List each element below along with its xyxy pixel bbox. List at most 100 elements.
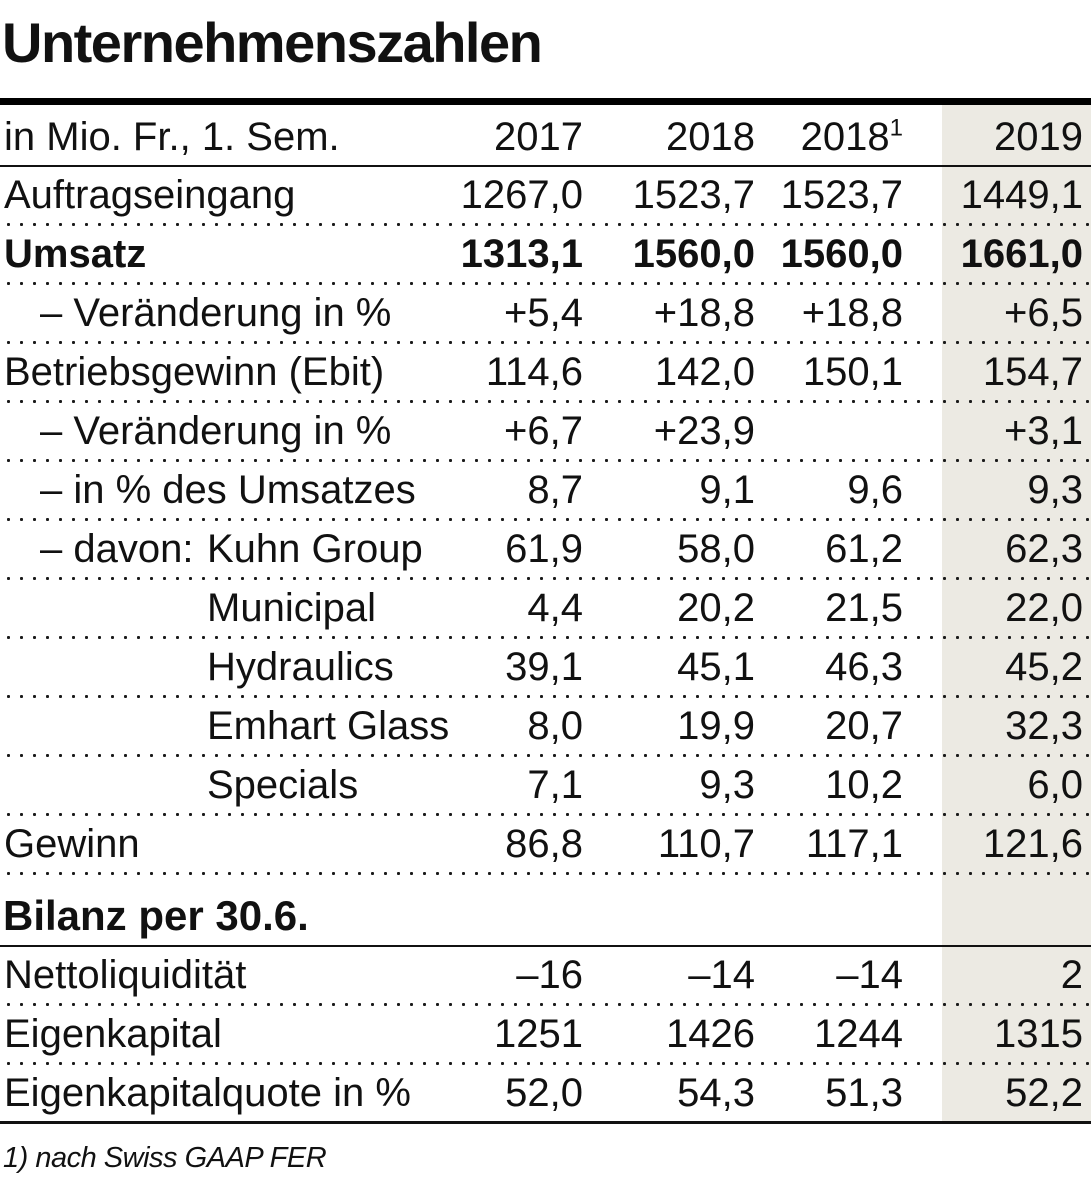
cell-value: +3,1 <box>1004 409 1083 453</box>
footnote-superscript: 1 <box>889 114 903 142</box>
table-row-veraenderung-ebit: – Veränderung in % +6,7 +23,9 +3,1 <box>0 403 1091 459</box>
cell-value: 32,3 <box>1005 704 1083 748</box>
dotted-separator <box>0 577 1091 580</box>
cell-value: 51,3 <box>825 1071 903 1115</box>
column-header-2017: 2017 <box>494 115 583 159</box>
cell-value: 22,0 <box>1005 586 1083 630</box>
cell-value: –14 <box>836 953 903 997</box>
cell-value: –16 <box>516 953 583 997</box>
cell-value: 1560,0 <box>780 232 903 276</box>
cell-value: 7,1 <box>527 763 583 807</box>
footnote: 1) nach Swiss GAAP FER <box>3 1142 327 1174</box>
cell-value: 21,5 <box>825 586 903 630</box>
dotted-separator <box>0 813 1091 816</box>
row-label: Emhart Glass <box>207 704 450 748</box>
cell-value: 1313,1 <box>460 232 583 276</box>
dotted-separator <box>0 459 1091 462</box>
cell-value: 61,9 <box>505 527 583 571</box>
cell-value: 154,7 <box>982 350 1083 394</box>
cell-value: 52,0 <box>505 1071 583 1115</box>
table-row-veraenderung-umsatz: – Veränderung in % +5,4 +18,8 +18,8 +6,5 <box>0 285 1091 341</box>
table-row-emhart-glass: Emhart Glass 8,0 19,9 20,7 32,3 <box>0 698 1091 754</box>
cell-value: 117,1 <box>805 822 903 866</box>
cell-value: 1523,7 <box>780 173 903 217</box>
row-label: Umsatz <box>4 232 147 276</box>
table-row-nettoliquiditaet: Nettoliquidität –16 –14 –14 2 <box>0 947 1091 1003</box>
cell-value: 114,6 <box>485 350 583 394</box>
dotted-separator <box>0 518 1091 521</box>
cell-value: 150,1 <box>802 350 903 394</box>
dotted-separator <box>0 636 1091 639</box>
cell-value: +6,5 <box>1004 291 1083 335</box>
cell-value: +18,8 <box>653 291 755 335</box>
cell-value: 1251 <box>494 1012 583 1056</box>
row-label: Betriebsgewinn (Ebit) <box>4 350 385 394</box>
cell-value: 142,0 <box>654 350 755 394</box>
cell-value: 9,6 <box>847 468 903 512</box>
row-label: Hydraulics <box>207 645 394 689</box>
cell-value: 1560,0 <box>632 232 755 276</box>
table-row-specials: Specials 7,1 9,3 10,2 6,0 <box>0 757 1091 813</box>
cell-value: 121,6 <box>982 822 1083 866</box>
row-label: Municipal <box>207 586 376 630</box>
cell-value: 10,2 <box>825 763 903 807</box>
bottom-rule <box>0 1121 1091 1124</box>
table-row-eigenkapital: Eigenkapital 1251 1426 1244 1315 <box>0 1006 1091 1062</box>
cell-value: 54,3 <box>677 1071 755 1115</box>
table-header-row: in Mio. Fr., 1. Sem. 2017 2018 20181 201… <box>0 105 1091 165</box>
cell-value: 9,3 <box>699 763 755 807</box>
cell-value: 1267,0 <box>460 173 583 217</box>
dotted-separator <box>0 1062 1091 1065</box>
cell-value: 6,0 <box>1027 763 1083 807</box>
row-label: Eigenkapitalquote in % <box>4 1071 411 1115</box>
cell-value: 9,1 <box>699 468 755 512</box>
cell-value: 61,2 <box>825 527 903 571</box>
cell-value: 46,3 <box>825 645 903 689</box>
dotted-separator <box>0 400 1091 403</box>
cell-value: +6,7 <box>504 409 583 453</box>
dotted-separator <box>0 1003 1091 1006</box>
cell-value: 19,9 <box>677 704 755 748</box>
cell-value: +18,8 <box>801 291 903 335</box>
dotted-separator <box>0 872 1091 875</box>
cell-value: 1426 <box>666 1012 755 1056</box>
page-title: Unternehmenszahlen <box>2 11 543 74</box>
dotted-separator <box>0 341 1091 344</box>
column-header-2018-restated: 20181 <box>800 114 903 159</box>
row-label: – Veränderung in % <box>40 291 392 335</box>
row-label: Specials <box>207 763 359 807</box>
cell-value: 1661,0 <box>960 232 1083 276</box>
cell-value: 1449,1 <box>960 173 1083 217</box>
section-rule <box>0 945 1091 947</box>
cell-value: 8,7 <box>527 468 583 512</box>
cell-value: 39,1 <box>505 645 583 689</box>
row-label: – davon: Kuhn Group <box>0 527 423 571</box>
cell-value: 52,2 <box>1005 1071 1083 1115</box>
cell-value: 20,7 <box>825 704 903 748</box>
cell-value: 110,7 <box>657 822 755 866</box>
cell-value: 58,0 <box>677 527 755 571</box>
table-row-in-prozent-umsatz: – in % des Umsatzes 8,7 9,1 9,6 9,3 <box>0 462 1091 518</box>
unit-label: in Mio. Fr., 1. Sem. <box>4 115 340 159</box>
dotted-separator <box>0 754 1091 757</box>
segment-name: Kuhn Group <box>207 527 423 571</box>
cell-value: 1244 <box>814 1012 903 1056</box>
cell-value: 4,4 <box>527 586 583 630</box>
top-rule <box>0 98 1091 105</box>
row-label: Nettoliquidität <box>4 953 247 997</box>
cell-value: 9,3 <box>1027 468 1083 512</box>
table-row-hydraulics: Hydraulics 39,1 45,1 46,3 45,2 <box>0 639 1091 695</box>
cell-value: 45,1 <box>677 645 755 689</box>
header-rule <box>0 165 1091 167</box>
table-row-gewinn: Gewinn 86,8 110,7 117,1 121,6 <box>0 816 1091 872</box>
dotted-separator <box>0 282 1091 285</box>
row-label: Auftragseingang <box>4 173 296 217</box>
cell-value: +23,9 <box>653 409 755 453</box>
table-row-municipal: Municipal 4,4 20,2 21,5 22,0 <box>0 580 1091 636</box>
cell-value: 86,8 <box>505 822 583 866</box>
cell-value: –14 <box>688 953 755 997</box>
table-row-betriebsgewinn: Betriebsgewinn (Ebit) 114,6 142,0 150,1 … <box>0 344 1091 400</box>
davon-prefix: – davon: <box>40 527 194 571</box>
cell-value: 20,2 <box>677 586 755 630</box>
highlight-column-2019 <box>942 105 1091 1124</box>
